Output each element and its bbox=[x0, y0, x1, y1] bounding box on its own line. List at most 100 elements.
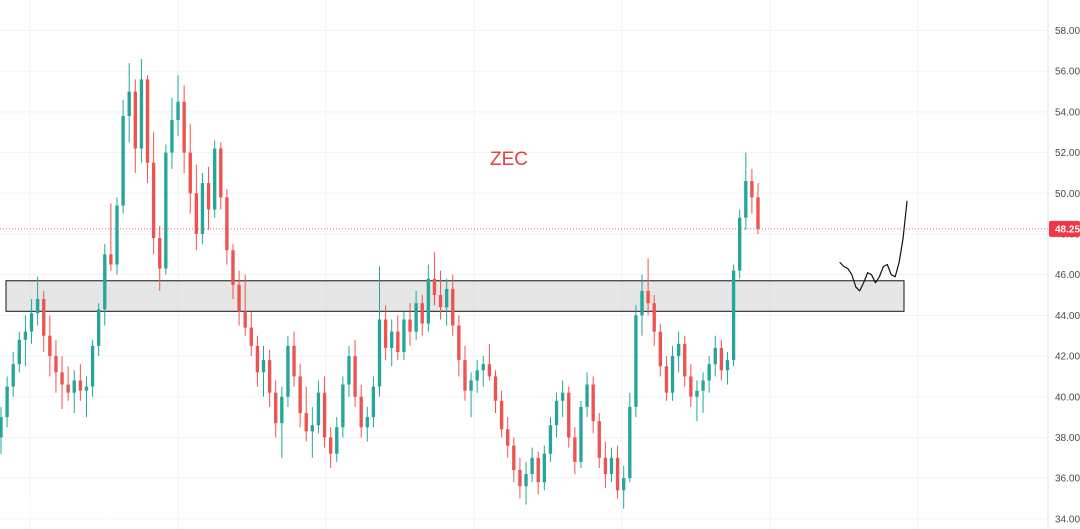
candle-body bbox=[744, 181, 748, 218]
candle bbox=[481, 356, 485, 387]
candle bbox=[383, 305, 388, 361]
candle bbox=[212, 140, 217, 218]
candle-body bbox=[530, 457, 534, 475]
candle bbox=[695, 380, 699, 422]
support-zone-box[interactable] bbox=[5, 280, 905, 312]
candle-body bbox=[536, 457, 540, 483]
candle bbox=[243, 274, 247, 336]
candle bbox=[206, 166, 211, 230]
candle-body bbox=[84, 386, 89, 391]
candle bbox=[158, 225, 162, 291]
candle bbox=[683, 335, 687, 387]
candle bbox=[304, 386, 308, 442]
y-tick-label: 40.00 bbox=[1055, 392, 1080, 403]
candle-body bbox=[603, 457, 608, 475]
candle-body bbox=[176, 101, 180, 121]
candle bbox=[579, 400, 583, 468]
candle bbox=[493, 370, 498, 414]
candles bbox=[0, 59, 760, 509]
candle-body bbox=[457, 325, 461, 361]
candle-body bbox=[622, 478, 626, 491]
candle bbox=[66, 366, 70, 401]
candle bbox=[280, 386, 284, 458]
candle-body bbox=[676, 343, 681, 357]
candle-body bbox=[432, 278, 437, 296]
candle bbox=[725, 351, 730, 385]
candle-body bbox=[243, 311, 247, 328]
candle bbox=[689, 364, 693, 407]
candle-body bbox=[414, 303, 418, 332]
candle-body bbox=[158, 238, 162, 269]
candle bbox=[426, 264, 431, 332]
candle bbox=[274, 380, 278, 438]
candle-body bbox=[634, 315, 638, 407]
candle-body bbox=[164, 152, 168, 269]
candle bbox=[457, 315, 461, 377]
candle-body bbox=[506, 429, 510, 446]
candle-body bbox=[408, 319, 412, 332]
candle-body bbox=[426, 278, 431, 324]
candle bbox=[438, 270, 443, 320]
candle bbox=[96, 303, 101, 357]
candle bbox=[664, 356, 669, 401]
candle bbox=[60, 356, 64, 409]
candle bbox=[603, 441, 608, 489]
candle-body bbox=[292, 345, 296, 377]
candle-body bbox=[188, 152, 192, 194]
candle bbox=[506, 417, 510, 458]
candle bbox=[670, 345, 675, 401]
candle bbox=[390, 319, 394, 367]
candle bbox=[542, 445, 547, 491]
candle-body bbox=[402, 319, 406, 352]
candle bbox=[84, 376, 89, 418]
candle bbox=[249, 311, 253, 357]
current-price-label: 48.25 bbox=[1049, 220, 1080, 237]
candle-body bbox=[200, 183, 205, 234]
candle bbox=[133, 79, 137, 173]
current-price-label-bg bbox=[1049, 220, 1080, 237]
chart-title: ZEC bbox=[490, 149, 528, 170]
candle bbox=[719, 339, 724, 381]
candle bbox=[29, 299, 34, 344]
candle bbox=[121, 99, 125, 214]
candle-body bbox=[750, 181, 754, 198]
candle bbox=[255, 335, 260, 387]
candle-body bbox=[48, 335, 52, 357]
candle bbox=[402, 311, 406, 361]
candle-body bbox=[206, 183, 211, 210]
candle-body bbox=[341, 384, 345, 428]
candle bbox=[518, 457, 522, 499]
candle-body bbox=[304, 413, 308, 432]
candle bbox=[512, 437, 516, 483]
candle-body bbox=[54, 356, 58, 373]
candle bbox=[182, 85, 186, 173]
candle-body bbox=[115, 205, 119, 265]
candle-body bbox=[335, 427, 339, 454]
candle-body bbox=[127, 91, 131, 116]
candle bbox=[731, 264, 736, 367]
candle-body bbox=[353, 356, 357, 397]
candle-body bbox=[560, 392, 565, 401]
candle-body bbox=[646, 290, 650, 304]
candle bbox=[744, 152, 748, 230]
candle-body bbox=[225, 197, 229, 251]
candle-body bbox=[493, 376, 498, 401]
candle bbox=[396, 315, 400, 361]
candle bbox=[267, 349, 272, 407]
candle bbox=[11, 351, 15, 397]
candle-body bbox=[640, 290, 644, 316]
candle-body bbox=[194, 193, 199, 234]
y-tick-label: 36.00 bbox=[1055, 474, 1080, 485]
candle-body bbox=[499, 400, 504, 430]
candle-body bbox=[133, 91, 137, 149]
candle-body bbox=[212, 148, 217, 210]
candle-body bbox=[66, 384, 70, 393]
candle-body bbox=[231, 250, 235, 285]
candle bbox=[536, 451, 540, 495]
candle-body bbox=[701, 380, 705, 391]
candle bbox=[145, 75, 150, 184]
candle-body bbox=[444, 288, 449, 308]
candle bbox=[420, 295, 424, 336]
candle bbox=[585, 372, 589, 418]
